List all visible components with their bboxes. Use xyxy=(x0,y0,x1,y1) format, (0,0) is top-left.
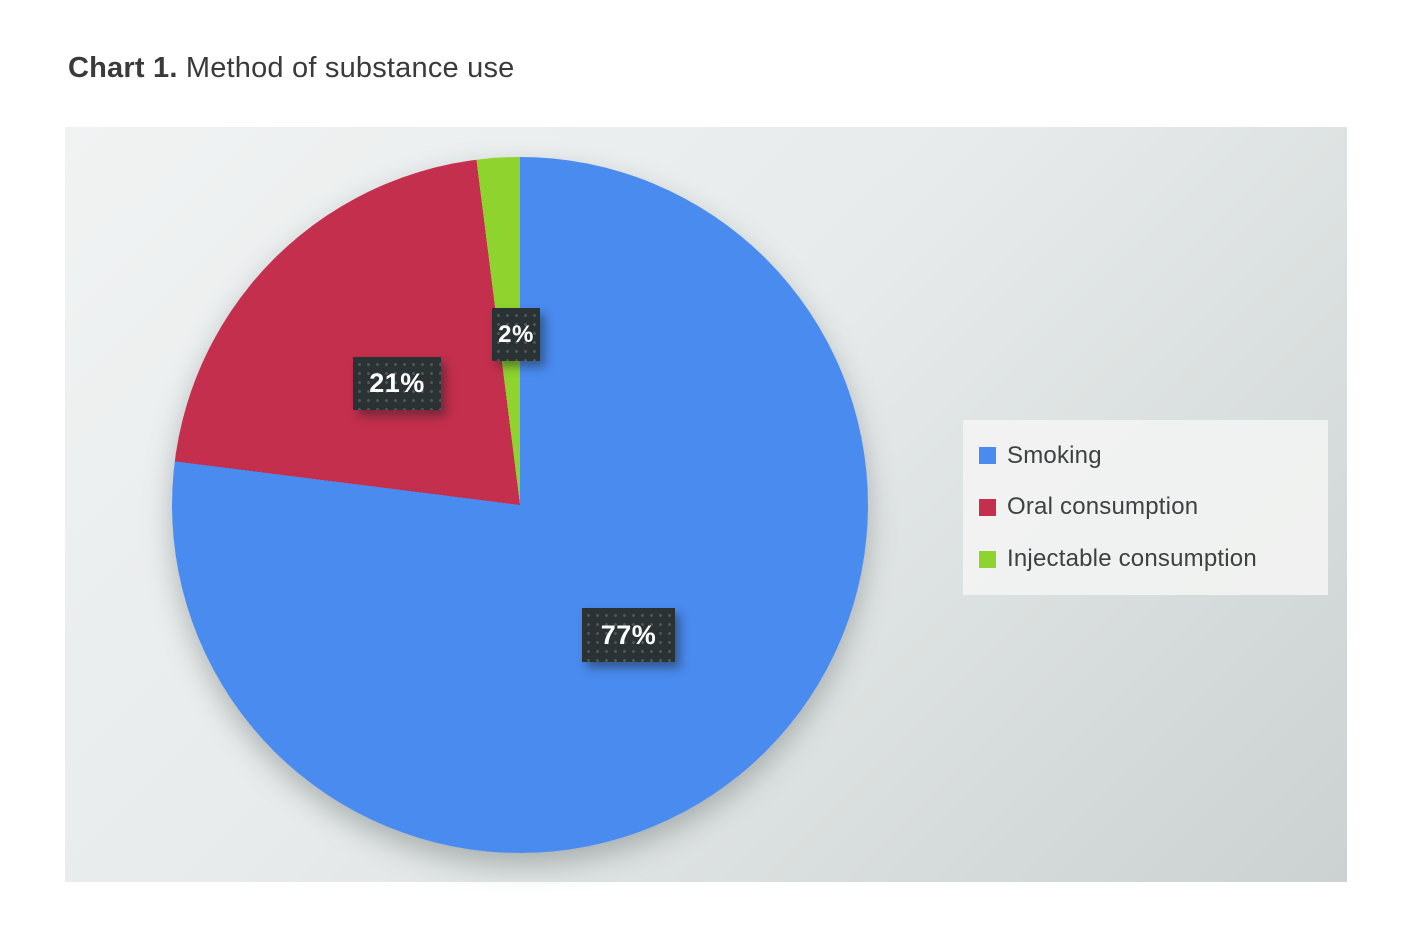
legend-label-injectable-consumption: Injectable consumption xyxy=(1007,545,1257,573)
legend: Smoking Oral consumption Injectable cons… xyxy=(963,420,1328,595)
legend-swatch-injectable-consumption-icon xyxy=(979,550,996,568)
chart-plot-area: 77% 21% 2% Smoking Oral consumption Inje… xyxy=(65,127,1347,882)
chart-title-number: Chart 1. xyxy=(68,52,178,84)
legend-item-oral-consumption: Oral consumption xyxy=(979,493,1328,521)
legend-label-smoking: Smoking xyxy=(1007,441,1102,469)
legend-swatch-smoking-icon xyxy=(979,447,996,465)
legend-swatch-oral-consumption-icon xyxy=(979,498,996,516)
pie xyxy=(172,157,868,853)
legend-item-injectable-consumption: Injectable consumption xyxy=(979,545,1328,573)
legend-item-smoking: Smoking xyxy=(979,442,1328,470)
chart-title: Chart 1. Method of substance use xyxy=(68,52,514,85)
data-label-smoking: 77% xyxy=(582,608,675,662)
legend-label-oral-consumption: Oral consumption xyxy=(1007,493,1199,521)
data-label-injectable-consumption: 2% xyxy=(492,308,540,361)
data-label-oral-consumption: 21% xyxy=(353,357,441,410)
chart-title-text: Method of substance use xyxy=(177,52,515,84)
